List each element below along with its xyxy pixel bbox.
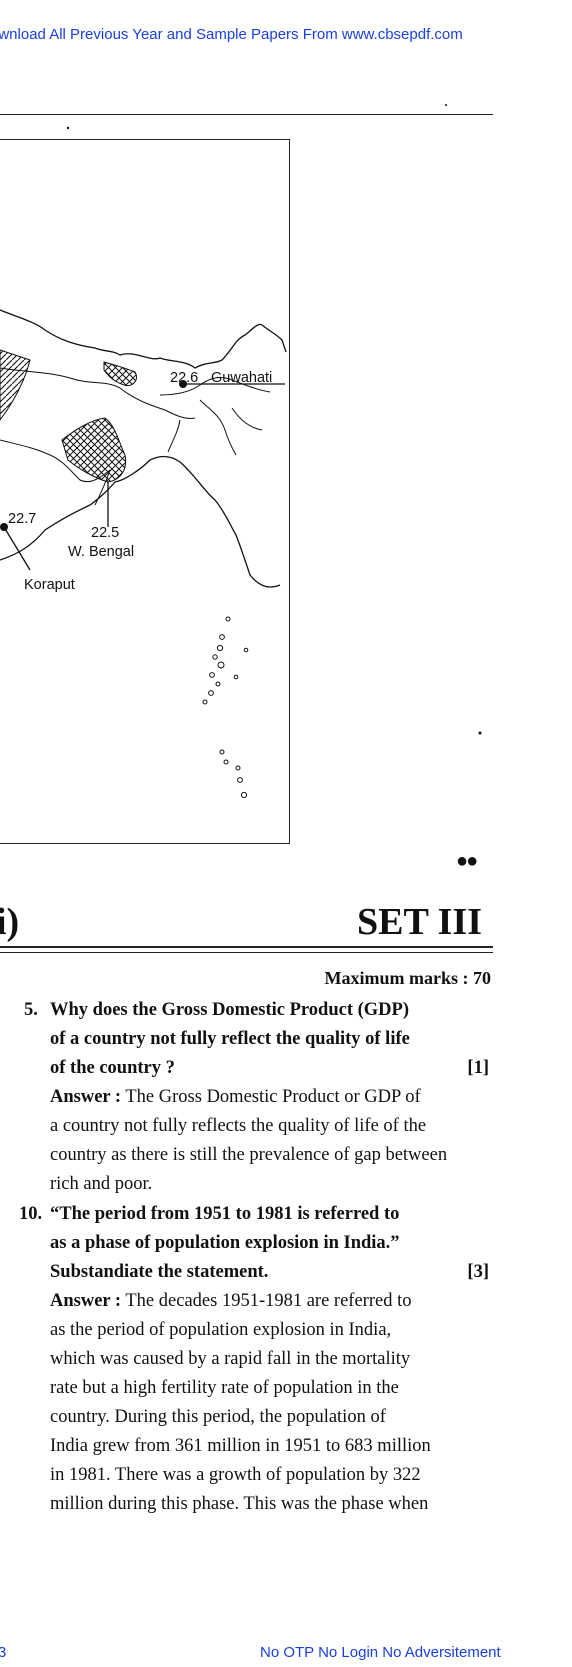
wbengal-name: W. Bengal xyxy=(68,544,135,560)
answer-line: India grew from 361 million in 1951 to 6… xyxy=(50,1436,431,1456)
wbengal-value: 22.5 xyxy=(91,525,120,541)
question-line: Substandiate the statement. [3] xyxy=(50,1258,489,1287)
answer-label: Answer : xyxy=(50,1291,122,1311)
answer-line: rich and poor. xyxy=(50,1174,153,1194)
question-number: 10. xyxy=(19,1204,43,1224)
decorative-dots: ●● xyxy=(456,850,478,872)
question-marks: [3] xyxy=(467,1262,489,1282)
koraput-value: 22.7 xyxy=(8,511,37,527)
section-rule-thin xyxy=(0,952,493,953)
answer-text: The Gross Domestic Product or GDP of xyxy=(121,1087,421,1107)
east-coastline xyxy=(0,455,281,588)
answer-line: as the period of population explosion in… xyxy=(50,1320,392,1340)
answer-line: Answer : The decades 1951-1981 are refer… xyxy=(50,1287,489,1316)
section-rule xyxy=(0,946,493,948)
question-line: as a phase of population explosion in In… xyxy=(50,1233,400,1253)
question-marks: [1] xyxy=(467,1058,489,1078)
question-line: of the country ? [1] xyxy=(50,1054,489,1083)
question-10: 10. “The period from 1951 to 1981 is ref… xyxy=(19,1200,489,1519)
answer-label: Answer : xyxy=(50,1087,122,1107)
guwahati-value: 22.6 xyxy=(170,370,199,386)
answer-line: rate but a high fertility rate of popula… xyxy=(50,1378,399,1398)
download-banner[interactable]: ownload All Previous Year and Sample Pap… xyxy=(0,26,463,43)
question-line-text: of the country ? xyxy=(50,1058,175,1078)
guwahati-name: Guwahati xyxy=(211,370,273,386)
answer-line: country. During this period, the populat… xyxy=(50,1407,386,1427)
answer-line: which was caused by a rapid fall in the … xyxy=(50,1349,411,1369)
question-line-text: Substandiate the statement. xyxy=(50,1262,269,1282)
answer-line: country as there is still the prevalence… xyxy=(50,1145,448,1165)
question-line: of a country not fully reflect the quali… xyxy=(50,1029,410,1049)
question-5: 5. Why does the Gross Domestic Product (… xyxy=(24,996,489,1199)
answer-line: in 1981. There was a growth of populatio… xyxy=(50,1465,421,1485)
question-line: Why does the Gross Domestic Product (GDP… xyxy=(50,1000,410,1020)
answer-text: The decades 1951-1981 are referred to xyxy=(121,1291,412,1311)
maximum-marks: Maximum marks : 70 xyxy=(324,968,491,988)
question-line: “The period from 1951 to 1981 is referre… xyxy=(50,1204,400,1224)
footer-notice[interactable]: No OTP No Login No Adversitement xyxy=(260,1644,501,1661)
section-left-fragment: i) xyxy=(0,901,20,943)
answer-line: a country not fully reflects the quality… xyxy=(50,1116,427,1136)
page-number: 3 xyxy=(0,1644,7,1661)
koraput-name: Koraput xyxy=(24,577,75,593)
northern-border-line xyxy=(0,309,287,369)
answer-line: Answer : The Gross Domestic Product or G… xyxy=(50,1083,489,1112)
top-rule xyxy=(0,114,493,115)
question-number: 5. xyxy=(24,1000,38,1020)
set-title: SET III xyxy=(357,901,483,943)
answer-line: million during this phase. This was the … xyxy=(50,1494,429,1514)
india-map-illustration xyxy=(0,104,482,799)
india-map-frame xyxy=(0,139,290,844)
